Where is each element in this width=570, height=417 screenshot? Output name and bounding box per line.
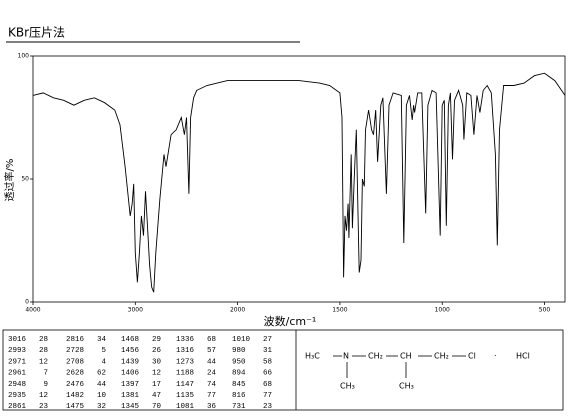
transmittance-cell: 23 — [39, 403, 49, 411]
wavenumber-cell: 845 — [232, 381, 246, 389]
wavenumber-cell: 2948 — [8, 381, 26, 389]
wavenumber-cell: 1345 — [121, 403, 140, 411]
group: H₃C — [305, 352, 320, 361]
wavenumber-cell: 816 — [232, 392, 246, 400]
transmittance-cell: 12 — [152, 370, 161, 378]
transmittance-cell: 28 — [39, 336, 48, 344]
y-tick-label: 50 — [21, 176, 29, 183]
wavenumber-cell: 1468 — [121, 336, 139, 344]
y-tick-label: 100 — [18, 53, 30, 60]
transmittance-cell: 36 — [207, 403, 217, 411]
transmittance-cell: 57 — [207, 347, 216, 355]
wavenumber-cell: 1475 — [66, 403, 85, 411]
wavenumber-cell: 2816 — [66, 336, 85, 344]
transmittance-cell: 30 — [152, 358, 162, 366]
wavenumber-cell: 2935 — [8, 392, 27, 400]
transmittance-cell: 17 — [152, 381, 161, 389]
spectrum-line — [32, 72, 566, 293]
chart-title: KBr压片法 — [8, 26, 65, 40]
transmittance-cell: 23 — [263, 403, 273, 411]
wavenumber-cell: 1482 — [66, 392, 84, 400]
transmittance-cell: 44 — [97, 381, 107, 389]
wavenumber-cell: 1456 — [121, 347, 140, 355]
wavenumber-cell: 1336 — [176, 336, 195, 344]
transmittance-cell: 10 — [97, 392, 107, 400]
wavenumber-cell: 1188 — [176, 370, 194, 378]
transmittance-cell: 27 — [263, 336, 272, 344]
transmittance-cell: 34 — [97, 336, 107, 344]
transmittance-cell: 68 — [263, 381, 272, 389]
transmittance-cell: 66 — [263, 370, 273, 378]
transmittance-cell: 29 — [152, 336, 161, 344]
y-tick-label: 0 — [25, 299, 29, 306]
group: CH₂ — [434, 352, 449, 361]
plot-frame — [32, 55, 566, 303]
transmittance-cell: 26 — [152, 347, 162, 355]
wavenumber-cell: 1147 — [176, 381, 194, 389]
wavenumber-cell: 2961 — [8, 370, 27, 378]
transmittance-cell: 68 — [207, 336, 216, 344]
group: CH₂ — [368, 352, 383, 361]
transmittance-cell: 12 — [39, 392, 48, 400]
wavenumber-cell: 1316 — [176, 347, 195, 355]
wavenumber-cell: 1135 — [176, 392, 195, 400]
x-axis-label: 波数/cm⁻¹ — [264, 315, 317, 328]
x-tick-label: 500 — [539, 307, 551, 314]
transmittance-cell: 32 — [97, 403, 106, 411]
wavenumber-cell: 1439 — [121, 358, 139, 366]
x-tick-label: 2000 — [230, 307, 245, 314]
transmittance-cell: 44 — [207, 358, 217, 366]
transmittance-cell: 31 — [263, 347, 273, 355]
wavenumber-cell: 2993 — [8, 347, 27, 355]
wavenumber-cell: 950 — [232, 358, 246, 366]
wavenumber-cell: 2728 — [66, 347, 84, 355]
x-tick-label: 4000 — [25, 307, 40, 314]
wavenumber-cell: 1010 — [232, 336, 251, 344]
wavenumber-cell: 2971 — [8, 358, 27, 366]
y-axis-label: 透过率/% — [3, 159, 16, 202]
x-tick-label: 1500 — [332, 307, 347, 314]
transmittance-cell: 4 — [101, 358, 106, 366]
wavenumber-cell: 1273 — [176, 358, 195, 366]
transmittance-cell: 7 — [43, 370, 48, 378]
group: Cl — [468, 352, 476, 361]
group: N — [343, 352, 349, 361]
wavenumber-cell: 2861 — [8, 403, 27, 411]
wavenumber-cell: 1397 — [121, 381, 139, 389]
wavenumber-cell: 731 — [232, 403, 246, 411]
branch: CH₃ — [399, 382, 414, 391]
transmittance-cell: 62 — [97, 370, 106, 378]
branch: CH₃ — [340, 382, 355, 391]
transmittance-cell: 5 — [101, 347, 106, 355]
transmittance-cell: 77 — [207, 392, 216, 400]
wavenumber-cell: 2708 — [66, 358, 84, 366]
transmittance-cell: 58 — [263, 358, 272, 366]
transmittance-cell: 24 — [207, 370, 217, 378]
transmittance-cell: 70 — [152, 403, 162, 411]
wavenumber-cell: 3016 — [8, 336, 27, 344]
transmittance-cell: 28 — [39, 347, 48, 355]
table-frame — [2, 329, 564, 411]
transmittance-cell: 12 — [39, 358, 48, 366]
group: · — [494, 352, 497, 361]
wavenumber-cell: 980 — [232, 347, 246, 355]
x-tick-label: 3000 — [128, 307, 143, 314]
transmittance-cell: 77 — [263, 392, 272, 400]
wavenumber-cell: 2476 — [66, 381, 85, 389]
group: CH — [400, 352, 412, 361]
wavenumber-cell: 2628 — [66, 370, 84, 378]
wavenumber-cell: 894 — [232, 370, 246, 378]
transmittance-cell: 9 — [43, 381, 48, 389]
structure — [333, 355, 466, 378]
wavenumber-cell: 1381 — [121, 392, 140, 400]
wavenumber-cell: 1406 — [121, 370, 140, 378]
wavenumber-cell: 1081 — [176, 403, 195, 411]
transmittance-cell: 47 — [152, 392, 161, 400]
x-tick-label: 1000 — [435, 307, 450, 314]
transmittance-cell: 74 — [207, 381, 217, 389]
group: HCl — [516, 352, 530, 361]
